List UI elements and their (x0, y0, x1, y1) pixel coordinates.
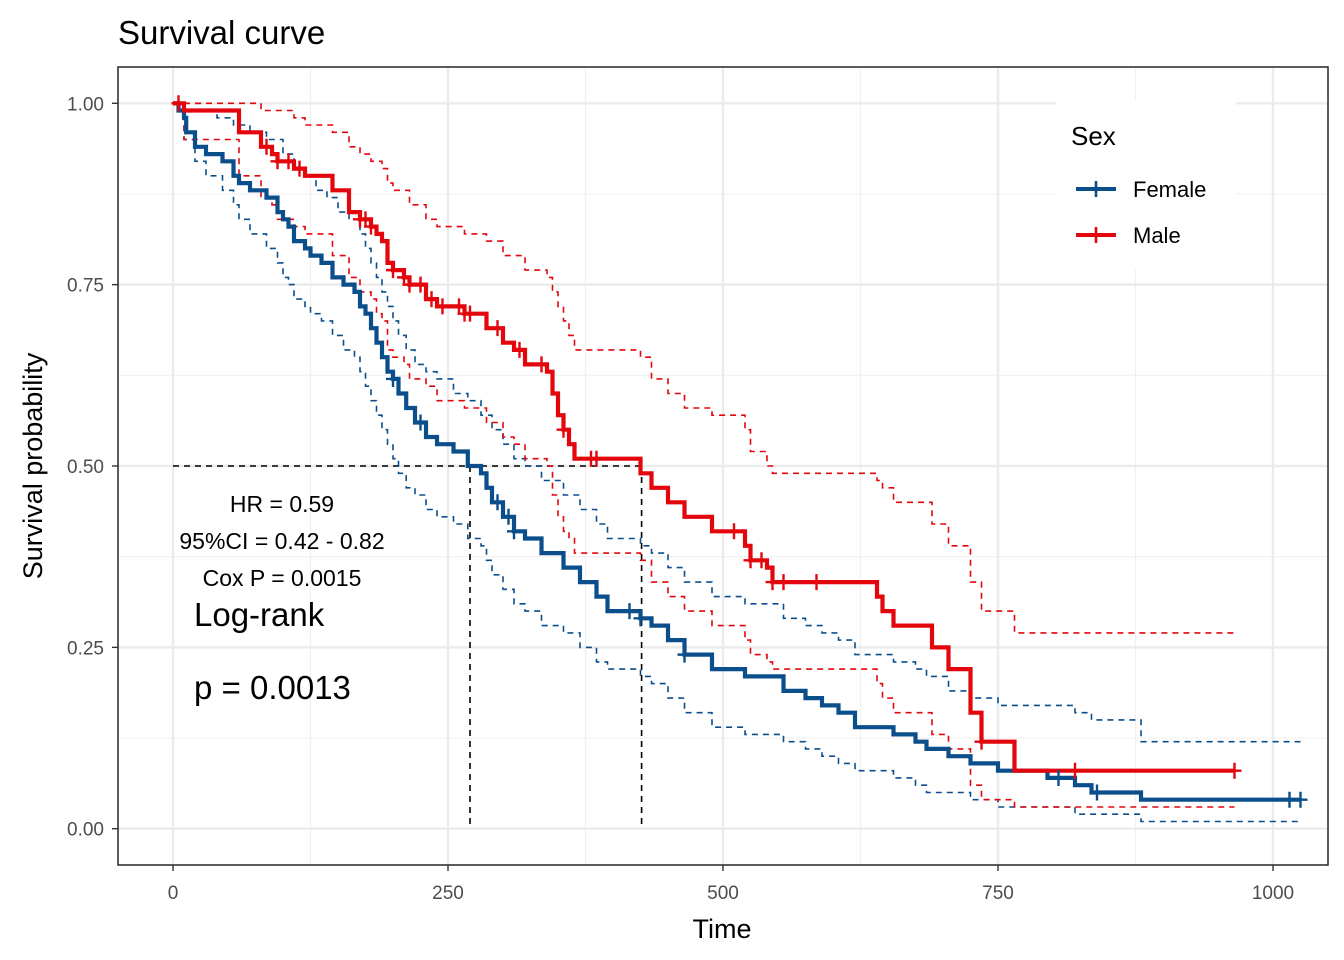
x-axis-label: Time (693, 914, 752, 944)
y-axis-ticks: 0.00 0.25 0.50 0.75 1.00 (67, 94, 118, 841)
male-censor-mark (424, 291, 439, 308)
y-tick-label: 0.75 (67, 276, 104, 297)
x-tick-label: 750 (982, 883, 1014, 904)
male-censor-mark (727, 523, 741, 540)
female-censor-mark (1090, 784, 1104, 801)
x-tick-label: 500 (707, 883, 739, 904)
survival-curves (173, 101, 1301, 802)
hr-annotation: HR = 0.59 (230, 491, 334, 517)
x-tick-label: 250 (432, 883, 464, 904)
female-censor-mark (622, 603, 637, 620)
stats-annotations: HR = 0.59 95%CI = 0.42 - 0.82 Cox P = 0.… (179, 491, 384, 706)
legend-title: Sex (1071, 121, 1116, 151)
male-censor-mark (534, 356, 549, 373)
female-survival-curve (173, 101, 1301, 802)
logrank-p-value: p = 0.0013 (194, 669, 351, 706)
median-reference-lines (173, 465, 643, 829)
censor-marks (171, 95, 1308, 808)
male-censor-mark (776, 574, 791, 591)
male-ci-upper (173, 102, 1235, 634)
male-censor-mark (386, 262, 400, 279)
male-censor-mark (974, 733, 989, 750)
cox-p-annotation: Cox P = 0.0015 (203, 565, 362, 591)
confidence-bands (173, 102, 1301, 823)
y-tick-label: 0.25 (67, 638, 104, 659)
female-censor-mark (490, 494, 505, 511)
legend-label-female: Female (1133, 177, 1206, 202)
male-ci-lower (173, 102, 1235, 808)
x-tick-label: 1000 (1252, 883, 1294, 904)
male-censor-mark (364, 218, 378, 235)
y-tick-label: 0.00 (67, 820, 104, 841)
y-tick-label: 1.00 (67, 94, 104, 115)
male-censor-mark (589, 450, 604, 467)
male-survival-curve (173, 101, 1235, 773)
male-censor-mark (435, 298, 450, 315)
logrank-label: Log-rank (194, 596, 325, 633)
y-tick-label: 0.50 (67, 457, 104, 478)
female-censor-mark (1293, 791, 1308, 808)
legend-background (1056, 100, 1236, 270)
female-censor-mark (633, 610, 648, 627)
x-axis-ticks: 0 250 500 750 1000 (168, 865, 1294, 904)
male-censor-mark (259, 138, 274, 155)
male-censor-mark (292, 160, 307, 177)
chart-title: Survival curve (118, 14, 325, 51)
female-censor-mark (413, 414, 428, 431)
male-censor-mark (556, 421, 571, 438)
female-censor-mark (386, 370, 400, 387)
ci-annotation: 95%CI = 0.42 - 0.82 (179, 528, 384, 554)
male-censor-mark (512, 341, 527, 358)
male-censor-mark (809, 574, 824, 591)
male-censor-mark (754, 552, 769, 569)
female-censor-mark (501, 508, 516, 525)
male-censor-mark (413, 276, 428, 293)
female-ci-upper (173, 102, 1301, 743)
legend-censor-male (1089, 227, 1103, 243)
male-censor-mark (1068, 762, 1082, 779)
legend: Sex Female Male (1056, 100, 1236, 270)
male-censor-mark (281, 153, 296, 170)
female-censor-mark (677, 646, 692, 663)
male-censor-mark (171, 95, 186, 112)
female-ci-lower (173, 102, 1301, 823)
female-censor-mark (507, 523, 521, 540)
legend-label-male: Male (1133, 223, 1181, 248)
major-gridlines (118, 67, 1328, 865)
male-censor-mark (463, 305, 477, 322)
female-censor-mark (1051, 769, 1066, 786)
y-axis-label: Survival probability (18, 352, 48, 579)
male-censor-mark (490, 320, 505, 337)
x-tick-label: 0 (168, 883, 179, 904)
male-censor-mark (1227, 762, 1242, 779)
legend-censor-female (1089, 181, 1103, 197)
